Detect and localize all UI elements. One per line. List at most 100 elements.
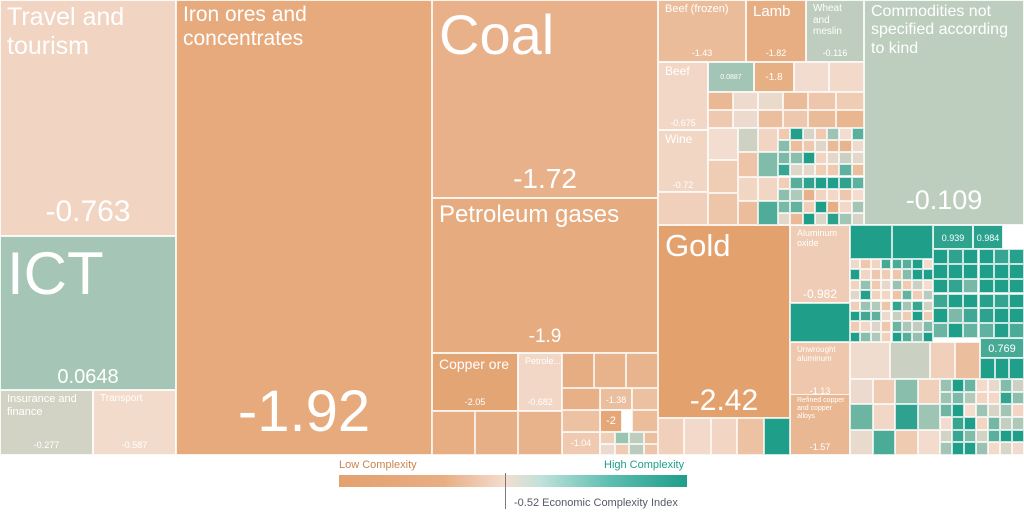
product-tile[interactable] <box>922 259 933 270</box>
tile-beef[interactable]: Beef -0.675 <box>658 62 708 130</box>
product-tile[interactable] <box>988 404 1000 417</box>
product-tile[interactable] <box>933 263 949 279</box>
product-tile[interactable] <box>895 429 918 455</box>
product-tile[interactable] <box>963 293 979 309</box>
product-tile[interactable] <box>802 176 815 189</box>
product-tile[interactable] <box>1012 429 1024 443</box>
product-tile[interactable] <box>794 62 829 92</box>
product-tile[interactable] <box>860 269 871 280</box>
product-tile[interactable] <box>814 188 828 201</box>
product-tile[interactable] <box>850 379 873 405</box>
product-tile[interactable] <box>976 442 988 455</box>
product-tile[interactable] <box>881 331 892 342</box>
product-tile[interactable] <box>912 290 923 301</box>
tile-unlabeled-24[interactable]: 0.939 <box>933 225 973 249</box>
product-tile[interactable] <box>562 388 600 410</box>
tile-unlabeled-16[interactable]: 0.0887 <box>708 62 754 92</box>
product-tile[interactable] <box>758 128 778 153</box>
product-tile[interactable] <box>850 300 861 311</box>
product-tile[interactable] <box>1000 391 1012 405</box>
product-tile[interactable] <box>1008 293 1024 309</box>
product-tile[interactable] <box>881 310 892 322</box>
product-tile[interactable] <box>850 429 873 455</box>
product-tile[interactable] <box>851 188 864 201</box>
product-tile[interactable] <box>881 279 892 291</box>
product-tile[interactable] <box>733 110 758 128</box>
product-tile[interactable] <box>802 188 815 201</box>
product-tile[interactable] <box>851 152 864 165</box>
product-tile[interactable] <box>890 342 930 379</box>
product-tile[interactable] <box>860 321 871 332</box>
tile-unlabeled-10[interactable]: -2 <box>600 410 622 432</box>
product-tile[interactable] <box>808 110 836 128</box>
product-tile[interactable] <box>952 404 964 417</box>
product-tile[interactable] <box>827 188 840 201</box>
product-tile[interactable] <box>632 410 658 432</box>
product-tile[interactable] <box>963 263 979 279</box>
product-tile[interactable] <box>930 342 955 379</box>
tile-unlabeled-9[interactable]: -1.38 <box>600 388 632 410</box>
product-tile[interactable] <box>851 140 864 153</box>
product-tile[interactable] <box>790 128 803 141</box>
product-tile[interactable] <box>851 176 864 189</box>
product-tile[interactable] <box>643 432 658 444</box>
product-tile[interactable] <box>1012 442 1024 455</box>
tile-wheat-and-meslin[interactable]: Wheat and meslin -0.116 <box>806 0 864 62</box>
product-tile[interactable] <box>978 278 994 294</box>
product-tile[interactable] <box>1008 308 1024 324</box>
product-tile[interactable] <box>976 404 988 417</box>
product-tile[interactable] <box>988 391 1000 405</box>
product-tile[interactable] <box>708 192 738 225</box>
product-tile[interactable] <box>851 200 864 213</box>
product-tile[interactable] <box>802 140 815 153</box>
product-tile[interactable] <box>1008 278 1024 294</box>
product-tile[interactable] <box>829 62 864 92</box>
product-tile[interactable] <box>814 152 828 165</box>
product-tile[interactable] <box>814 176 828 189</box>
product-tile[interactable] <box>917 379 940 405</box>
product-tile[interactable] <box>901 300 913 311</box>
product-tile[interactable] <box>922 321 933 332</box>
product-tile[interactable] <box>860 279 871 291</box>
product-tile[interactable] <box>940 391 952 405</box>
product-tile[interactable] <box>850 225 892 259</box>
product-tile[interactable] <box>658 418 685 455</box>
product-tile[interactable] <box>870 331 882 342</box>
product-tile[interactable] <box>708 110 733 128</box>
product-tile[interactable] <box>963 323 979 338</box>
product-tile[interactable] <box>917 404 940 430</box>
product-tile[interactable] <box>475 411 518 455</box>
product-tile[interactable] <box>963 308 979 324</box>
product-tile[interactable] <box>912 331 923 342</box>
product-tile[interactable] <box>993 263 1009 279</box>
product-tile[interactable] <box>933 293 949 309</box>
product-tile[interactable] <box>933 249 949 264</box>
product-tile[interactable] <box>562 410 600 432</box>
product-tile[interactable] <box>870 259 882 270</box>
product-tile[interactable] <box>912 259 923 270</box>
product-tile[interactable] <box>594 353 626 388</box>
product-tile[interactable] <box>850 269 861 280</box>
product-tile[interactable] <box>980 358 995 379</box>
product-tile[interactable] <box>1008 323 1024 338</box>
product-tile[interactable] <box>1012 391 1024 405</box>
product-tile[interactable] <box>891 259 902 270</box>
product-tile[interactable] <box>1000 417 1012 430</box>
product-tile[interactable] <box>1008 263 1024 279</box>
product-tile[interactable] <box>839 140 852 153</box>
product-tile[interactable] <box>964 404 976 417</box>
product-tile[interactable] <box>978 308 994 324</box>
product-tile[interactable] <box>802 212 815 225</box>
product-tile[interactable] <box>1012 379 1024 392</box>
product-tile[interactable] <box>940 404 952 417</box>
product-tile[interactable] <box>901 310 913 322</box>
product-tile[interactable] <box>891 300 902 311</box>
product-tile[interactable] <box>600 432 615 444</box>
product-tile[interactable] <box>912 300 923 311</box>
product-tile[interactable] <box>738 200 758 226</box>
product-tile[interactable] <box>802 152 815 165</box>
product-tile[interactable] <box>738 128 758 153</box>
product-tile[interactable] <box>850 259 861 270</box>
tile-unlabeled-25[interactable]: 0.984 <box>973 225 1003 249</box>
product-tile[interactable] <box>993 323 1009 338</box>
